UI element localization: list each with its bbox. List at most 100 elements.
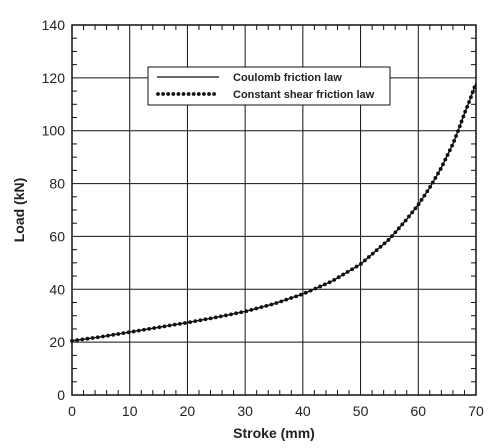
series-point-constant-shear [390, 234, 394, 239]
series-point-constant-shear [208, 316, 213, 321]
series-point-constant-shear [341, 272, 346, 277]
x-tick-label-1: 10 [122, 403, 138, 419]
series-point-constant-shear [254, 306, 259, 311]
series-point-constant-shear [445, 153, 450, 157]
series-point-constant-shear [90, 336, 95, 340]
series-point-constant-shear [177, 321, 182, 326]
series-point-constant-shear [121, 331, 126, 336]
series-point-constant-shear [366, 255, 371, 259]
series-point-constant-shear [413, 206, 418, 211]
legend-dot [212, 92, 217, 96]
series-point-constant-shear [465, 104, 470, 109]
series-point-constant-shear [461, 114, 466, 119]
series-point-constant-shear [396, 226, 401, 231]
series-point-constant-shear [284, 297, 289, 302]
legend-dot [207, 92, 211, 96]
series-point-constant-shear [443, 157, 448, 162]
series-point-constant-shear [425, 189, 430, 194]
series-point-constant-shear [450, 143, 454, 148]
series-point-constant-shear [111, 332, 116, 337]
x-tick-label-0: 0 [68, 403, 76, 419]
series-point-constant-shear [313, 286, 318, 291]
series-point-constant-shear [244, 309, 249, 314]
series-point-constant-shear [327, 280, 332, 285]
series-point-constant-shear [428, 185, 433, 189]
series-point-constant-shear [350, 267, 354, 272]
y-tick-label-7: 140 [42, 17, 66, 33]
series-point-constant-shear [234, 311, 238, 316]
series-point-constant-shear [382, 241, 387, 246]
series-point-constant-shear [95, 335, 100, 340]
series-point-constant-shear [162, 324, 167, 329]
series-point-constant-shear [416, 202, 421, 207]
series-point-constant-shear [85, 336, 90, 341]
x-tick-label-3: 30 [237, 403, 253, 419]
series-point-constant-shear [223, 313, 228, 318]
series-point-constant-shear [274, 301, 279, 305]
series-point-constant-shear [269, 302, 274, 307]
y-tick-label-2: 40 [49, 281, 65, 297]
series-point-constant-shear [101, 334, 105, 339]
x-tick-labels: 0 10 20 30 40 50 60 70 [68, 403, 484, 419]
series-point-constant-shear [469, 95, 473, 100]
series-point-constant-shear [198, 318, 203, 323]
series-point-constant-shear [279, 299, 284, 304]
y-tick-label-0: 0 [57, 387, 65, 403]
legend-dot [181, 92, 186, 96]
series-point-constant-shear [172, 322, 177, 327]
series-point-constant-shear [308, 288, 313, 293]
series-point-constant-shear [299, 292, 303, 297]
legend-swatch-constant-shear [156, 92, 217, 96]
y-tick-label-3: 60 [49, 228, 65, 244]
series-line-coulomb [71, 82, 477, 342]
legend-dot [156, 92, 160, 96]
legend-dot [196, 92, 201, 96]
series-point-constant-shear [370, 251, 375, 256]
series-point-constant-shear [131, 329, 136, 334]
series-point-constant-shear [152, 326, 157, 330]
legend-dot [176, 92, 181, 96]
series-point-constant-shear [472, 85, 477, 90]
series-point-constant-shear [294, 294, 298, 299]
x-tick-label-7: 70 [468, 403, 484, 419]
series-point-constant-shear [80, 337, 85, 342]
legend: Coulomb friction law Constant shear fric… [147, 66, 391, 106]
y-tick-label-4: 80 [49, 176, 65, 192]
series-point-constant-shear [422, 193, 427, 198]
y-tick-labels: 0 20 40 60 80 100 120 140 [42, 17, 66, 403]
y-tick-label-1: 20 [49, 334, 65, 350]
series-point-constant-shear [289, 296, 294, 300]
series-point-constant-shear [456, 129, 460, 134]
legend-label-coulomb: Coulomb friction law [233, 72, 342, 84]
series-point-constant-shear [188, 320, 193, 324]
series-point-constant-shear [318, 284, 322, 289]
series-point-constant-shear [403, 218, 408, 223]
minor-ticks [72, 25, 476, 395]
series-point-constant-shear [410, 210, 415, 215]
series-point-constant-shear [436, 171, 440, 176]
series-point-constant-shear [147, 327, 151, 331]
series-point-constant-shear [264, 303, 269, 308]
plot-frame [71, 24, 477, 396]
series-layer [70, 82, 477, 343]
series-point-constant-shear [336, 275, 341, 280]
series-point-constant-shear [75, 338, 80, 343]
series-point-constant-shear [454, 134, 458, 138]
series-point-constant-shear [136, 328, 141, 333]
series-point-constant-shear [378, 244, 383, 249]
legend-label-constant-shear: Constant shear friction law [233, 89, 375, 101]
series-point-constant-shear [259, 305, 264, 310]
series-point-constant-shear [374, 248, 379, 253]
legend-dot [166, 92, 171, 96]
series-point-constant-shear [157, 325, 162, 330]
x-tick-label-6: 60 [410, 403, 426, 419]
series-point-constant-shear [322, 282, 327, 287]
legend-box [147, 66, 391, 106]
y-axis-title: Load (kN) [11, 178, 27, 243]
series-point-constant-shear [400, 222, 405, 227]
series-point-constant-shear [362, 258, 367, 263]
series-point-constant-shear [438, 167, 443, 171]
y-tick-label-5: 100 [42, 123, 66, 139]
series-point-constant-shear [116, 332, 121, 336]
